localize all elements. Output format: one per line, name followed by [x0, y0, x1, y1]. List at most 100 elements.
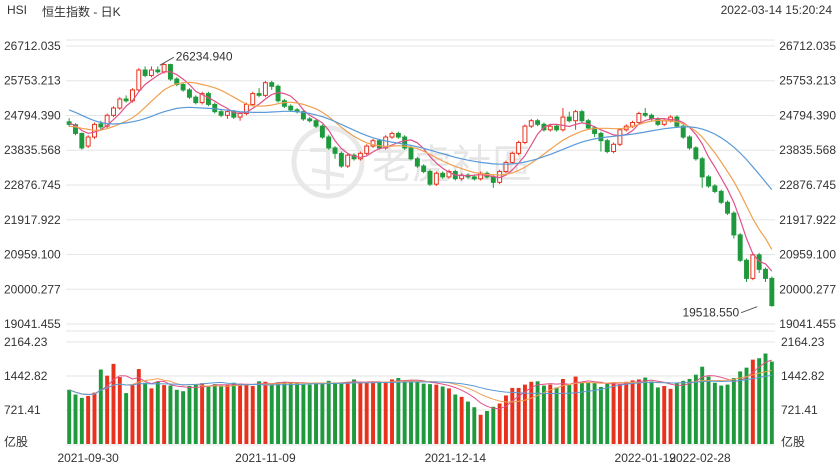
- volume-tick-label-left: 721.41: [4, 403, 41, 417]
- candle: [712, 184, 718, 194]
- price-ma-line: [68, 106, 773, 190]
- volume-bar: [307, 384, 312, 444]
- volume-bar: [510, 387, 515, 444]
- candle: [402, 135, 408, 150]
- candle: [687, 135, 693, 150]
- volume-bar: [92, 392, 97, 444]
- volume-bar: [421, 383, 426, 444]
- volume-bar: [744, 367, 749, 444]
- candle: [294, 108, 300, 114]
- candle: [693, 146, 699, 161]
- volume-bar: [522, 384, 527, 444]
- candle: [560, 108, 566, 132]
- candle: [142, 66, 148, 78]
- candle: [446, 169, 452, 179]
- price-tick-label-right: 21917.922: [779, 213, 836, 227]
- x-tick-label: 2021-09-30: [57, 451, 119, 465]
- volume-bar: [187, 386, 192, 444]
- price-tick-label-right: 25753.213: [779, 74, 836, 88]
- volume-bar: [649, 381, 654, 444]
- low-annotation: 19518.550: [682, 306, 739, 320]
- candle: [307, 117, 313, 123]
- candle: [554, 124, 560, 132]
- volume-bar: [282, 381, 287, 444]
- candle: [357, 151, 363, 161]
- volume-bar: [655, 387, 660, 444]
- price-tick-label-right: 23835.568: [779, 143, 836, 157]
- candle: [155, 66, 161, 74]
- volume-bar: [155, 381, 160, 444]
- candle: [186, 88, 192, 99]
- volume-bar: [541, 385, 546, 444]
- candle: [592, 126, 598, 138]
- price-tick-label-left: 22876.745: [4, 178, 61, 192]
- candle: [617, 127, 623, 147]
- volume-bar: [491, 406, 496, 444]
- volume-bar: [73, 394, 78, 444]
- candle: [370, 138, 376, 148]
- candle: [598, 131, 604, 152]
- volume-bar: [428, 384, 432, 444]
- price-tick-label-left: 21917.922: [4, 213, 61, 227]
- volume-bar: [617, 384, 622, 444]
- candle: [579, 109, 585, 123]
- volume-bar: [693, 374, 698, 444]
- volume-bar: [731, 378, 736, 444]
- price-tick-label-left: 26712.035: [4, 39, 61, 53]
- volume-ma-line: [69, 374, 772, 396]
- candle: [706, 175, 711, 188]
- candle: [566, 111, 572, 123]
- volume-bar: [738, 371, 743, 444]
- volume-bar: [592, 383, 597, 444]
- volume-bar: [567, 385, 572, 444]
- candle: [281, 98, 287, 109]
- candle: [547, 124, 553, 132]
- candle: [332, 146, 338, 159]
- price-ma-line: [69, 71, 773, 272]
- volume-unit-label-left: 亿股: [4, 434, 28, 449]
- volume-bar: [98, 369, 103, 444]
- volume-bar: [687, 378, 692, 444]
- candle: [364, 144, 370, 156]
- high-annotation: 26234.940: [176, 49, 233, 63]
- candle: [763, 267, 768, 283]
- price-tick-label-right: 19041.455: [779, 317, 836, 331]
- volume-bar: [206, 386, 211, 444]
- candle: [85, 135, 91, 148]
- price-tick-label-left: 24794.390: [4, 109, 61, 123]
- volume-bar: [624, 381, 629, 444]
- volume-bar: [193, 384, 198, 444]
- price-tick-label-left: 20959.100: [4, 248, 61, 262]
- volume-bar: [725, 384, 730, 444]
- volume-bar: [124, 393, 129, 444]
- volume-bar: [86, 395, 91, 444]
- volume-bar: [345, 381, 350, 444]
- volume-bar: [200, 383, 205, 444]
- candle: [699, 156, 705, 188]
- volume-bar: [503, 395, 508, 444]
- volume-bar: [326, 380, 331, 444]
- candle: [313, 118, 319, 128]
- candle: [427, 169, 433, 186]
- volume-bar: [383, 381, 388, 444]
- volume-bar: [573, 376, 578, 444]
- volume-bar: [136, 369, 141, 444]
- volume-ma-line: [69, 369, 772, 403]
- candle: [611, 142, 617, 154]
- volume-bar: [611, 382, 616, 444]
- volume-bar: [149, 388, 154, 444]
- volume-bar: [225, 384, 230, 444]
- candle: [180, 82, 186, 92]
- volume-bar: [453, 394, 458, 444]
- candle: [326, 135, 332, 150]
- volume-bar: [162, 385, 167, 444]
- candle: [744, 258, 749, 283]
- candle: [718, 189, 724, 205]
- volume-bar: [143, 382, 148, 444]
- candle: [414, 156, 420, 168]
- volume-bar: [472, 407, 477, 444]
- price-tick-label-right: 20959.100: [779, 248, 836, 262]
- volume-bar: [579, 381, 584, 444]
- candle: [769, 276, 775, 307]
- volume-bar: [263, 381, 268, 444]
